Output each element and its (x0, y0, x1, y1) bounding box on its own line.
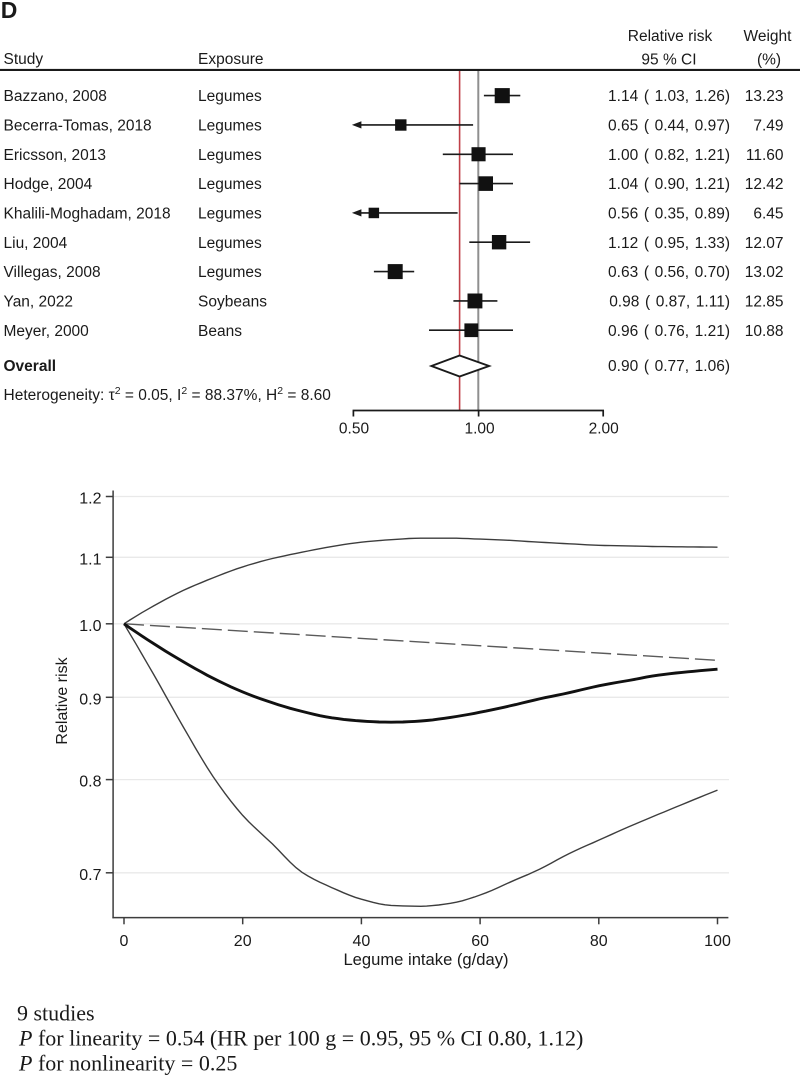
svg-text:Legumes: Legumes (198, 118, 262, 135)
svg-text:Hodge, 2004: Hodge, 2004 (4, 176, 93, 193)
svg-text:13.23: 13.23 (745, 88, 784, 105)
svg-text:Study: Study (4, 51, 44, 68)
svg-text:0.63 ( 0.56, 0.70): 0.63 ( 0.56, 0.70) (608, 264, 730, 281)
svg-text:40: 40 (353, 933, 371, 950)
svg-text:Relative risk: Relative risk (54, 656, 71, 744)
svg-text:0.50: 0.50 (339, 421, 370, 438)
svg-text:6.45: 6.45 (753, 206, 783, 223)
svg-text:Bazzano, 2008: Bazzano, 2008 (4, 88, 107, 105)
svg-text:Relative risk: Relative risk (628, 28, 713, 45)
svg-text:0.96 ( 0.76, 1.21): 0.96 ( 0.76, 1.21) (608, 323, 730, 340)
svg-text:12.85: 12.85 (745, 294, 784, 311)
svg-text:(%): (%) (757, 52, 781, 69)
svg-text:Legumes: Legumes (198, 206, 262, 223)
svg-text:Exposure: Exposure (198, 51, 263, 68)
svg-text:0.90 ( 0.77, 1.06): 0.90 ( 0.77, 1.06) (608, 358, 730, 375)
svg-text:1.04 ( 0.90, 1.21): 1.04 ( 0.90, 1.21) (608, 176, 730, 193)
svg-text:1.12 ( 0.95, 1.33): 1.12 ( 0.95, 1.33) (608, 235, 730, 252)
svg-text:1.2: 1.2 (79, 491, 101, 508)
svg-text:2.00: 2.00 (589, 421, 620, 438)
svg-text:12.07: 12.07 (745, 235, 784, 252)
svg-text:0: 0 (120, 933, 129, 950)
svg-text:1.0: 1.0 (79, 618, 101, 635)
svg-text:60: 60 (471, 933, 489, 950)
svg-text:Soybeans: Soybeans (198, 294, 267, 311)
svg-text:Beans: Beans (198, 323, 242, 340)
svg-text:1.1: 1.1 (79, 551, 101, 568)
svg-text:Khalili-Moghadam, 2018: Khalili-Moghadam, 2018 (4, 206, 171, 223)
svg-text:1.00: 1.00 (465, 421, 496, 438)
svg-text:0.9: 0.9 (79, 691, 101, 708)
svg-text:D: D (1, 0, 18, 23)
svg-text:Overall: Overall (4, 358, 57, 375)
svg-text:20: 20 (234, 933, 252, 950)
svg-text:80: 80 (590, 933, 608, 950)
svg-text:100: 100 (704, 933, 731, 950)
svg-text:Legumes: Legumes (198, 235, 262, 252)
svg-text:0.7: 0.7 (79, 867, 101, 884)
svg-text:Meyer, 2000: Meyer, 2000 (4, 323, 90, 340)
svg-text:10.88: 10.88 (745, 323, 784, 340)
svg-text:0.8: 0.8 (79, 774, 101, 791)
svg-text:11.60: 11.60 (746, 147, 784, 164)
svg-text:P for nonlinearity = 0.25: P for nonlinearity = 0.25 (18, 1050, 237, 1075)
svg-text:Ericsson, 2013: Ericsson, 2013 (4, 147, 107, 164)
svg-text:0.98 ( 0.87, 1.11): 0.98 ( 0.87, 1.11) (609, 294, 730, 311)
svg-text:13.02: 13.02 (745, 264, 784, 281)
svg-text:Liu, 2004: Liu, 2004 (4, 235, 68, 252)
svg-text:Legumes: Legumes (198, 147, 262, 164)
svg-text:7.49: 7.49 (753, 118, 783, 135)
svg-text:1.14 ( 1.03, 1.26): 1.14 ( 1.03, 1.26) (608, 88, 730, 105)
svg-text:Heterogeneity: τ2 = 0.05, I2 =: Heterogeneity: τ2 = 0.05, I2 = 88.37%, H… (4, 385, 332, 404)
svg-text:Legumes: Legumes (198, 264, 262, 281)
svg-text:9 studies: 9 studies (17, 1001, 95, 1026)
svg-text:Legumes: Legumes (198, 176, 262, 193)
svg-text:P for linearity = 0.54 (HR per: P for linearity = 0.54 (HR per 100 g = 0… (18, 1026, 583, 1051)
svg-text:0.65 ( 0.44, 0.97): 0.65 ( 0.44, 0.97) (608, 118, 730, 135)
svg-text:12.42: 12.42 (745, 176, 784, 193)
svg-text:0.56 ( 0.35, 0.89): 0.56 ( 0.35, 0.89) (608, 206, 730, 223)
svg-text:1.00 ( 0.82, 1.21): 1.00 ( 0.82, 1.21) (608, 147, 730, 164)
svg-text:Legumes: Legumes (198, 88, 262, 105)
svg-text:Legume intake (g/day): Legume intake (g/day) (343, 950, 508, 969)
svg-text:Yan, 2022: Yan, 2022 (4, 294, 74, 311)
svg-text:95 % CI: 95 % CI (641, 52, 696, 69)
svg-text:Becerra-Tomas, 2018: Becerra-Tomas, 2018 (4, 118, 152, 135)
svg-text:Villegas, 2008: Villegas, 2008 (4, 264, 101, 281)
svg-text:Weight: Weight (744, 28, 793, 45)
